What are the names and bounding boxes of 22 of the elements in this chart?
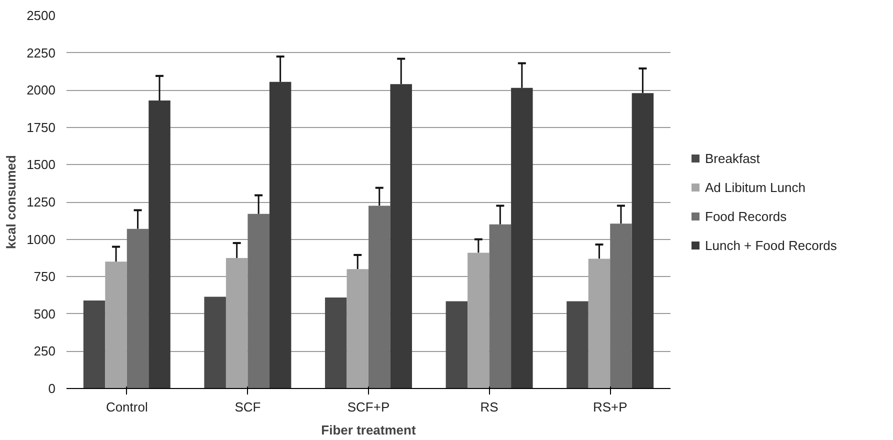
- y-tick-label: 2500: [26, 8, 56, 23]
- legend-label: Food Records: [705, 208, 787, 224]
- legend-label: Ad Libitum Lunch: [705, 180, 806, 194]
- y-tick-label: 500: [34, 306, 56, 322]
- y-axis-title: kcal consumed: [4, 154, 19, 249]
- y-tick-label: 2250: [26, 45, 56, 60]
- y-tick-label: 750: [34, 269, 56, 284]
- x-tick-label: RS: [480, 400, 499, 414]
- y-tick-label: 1250: [26, 194, 56, 210]
- y-tick-label: 1000: [26, 232, 56, 247]
- y-tick-label: 1500: [26, 157, 56, 172]
- legend-label: Lunch + Food Records: [705, 238, 837, 252]
- x-tick-label: SCF+P: [347, 400, 390, 414]
- y-tick-label: 0: [48, 381, 56, 396]
- x-tick-label: RS+P: [592, 400, 628, 414]
- legend-label: Breakfast: [705, 150, 760, 166]
- y-tick-label: 250: [34, 344, 56, 359]
- x-axis-title: Fiber treatment: [321, 422, 416, 438]
- y-tick-label: 2000: [26, 82, 56, 98]
- y-tick-label: 1750: [26, 120, 56, 135]
- x-tick-label: SCF: [234, 400, 261, 414]
- x-tick-label: Control: [106, 400, 148, 414]
